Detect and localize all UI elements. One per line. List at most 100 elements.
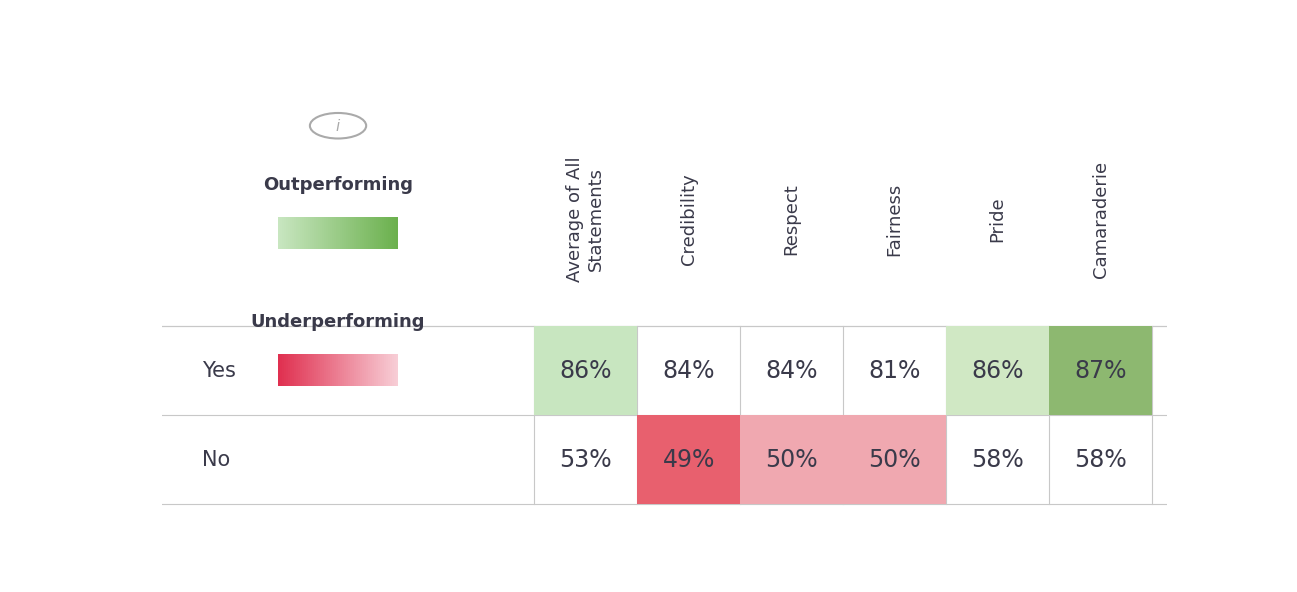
Bar [384,353,387,385]
Text: i: i [336,119,340,134]
Bar [364,217,366,249]
Bar [336,217,339,249]
Bar [354,353,357,385]
Bar [357,217,358,249]
Bar [380,217,383,249]
Bar [320,353,322,385]
Bar [339,217,340,249]
Bar [332,353,335,385]
Bar [326,353,328,385]
Bar [302,353,303,385]
Bar [322,353,324,385]
Text: Respect: Respect [782,184,800,255]
Bar [843,415,947,504]
Bar [284,217,285,249]
Bar [368,217,370,249]
Bar [280,217,281,249]
Text: 86%: 86% [971,359,1023,383]
Bar [392,217,394,249]
Bar [303,353,306,385]
Bar [314,217,316,249]
Bar [294,217,296,249]
Bar [292,353,294,385]
Bar [329,217,332,249]
Bar [361,217,362,249]
Bar [310,353,311,385]
Text: Outperforming: Outperforming [263,176,412,194]
Bar [392,353,394,385]
Text: Yes: Yes [202,361,236,381]
Bar [1049,326,1152,415]
Bar [366,217,368,249]
Bar [281,353,284,385]
Bar [329,353,332,385]
Bar [303,217,306,249]
Bar [376,217,379,249]
Bar [370,217,372,249]
Bar [294,353,296,385]
Bar [285,217,288,249]
Bar [534,326,637,415]
Bar [288,353,289,385]
Bar [390,353,392,385]
Bar [316,217,318,249]
Bar [300,353,302,385]
Bar [296,217,298,249]
Bar [335,217,336,249]
Bar [387,217,388,249]
Bar [379,217,380,249]
Bar [380,353,383,385]
Bar [344,353,346,385]
Bar [342,353,344,385]
Bar [362,217,364,249]
Bar [281,217,284,249]
Bar [342,217,344,249]
Bar [307,353,310,385]
Bar [346,217,348,249]
Bar [388,217,390,249]
Text: 58%: 58% [1074,448,1127,472]
Bar [300,217,302,249]
Bar [311,353,314,385]
Text: 49%: 49% [663,448,715,472]
Bar [284,353,285,385]
Bar [336,353,339,385]
Bar [298,353,300,385]
Text: Fairness: Fairness [886,182,904,256]
Bar [288,217,289,249]
Text: 58%: 58% [971,448,1025,472]
Bar [292,217,294,249]
Bar [375,353,376,385]
Bar [278,217,280,249]
Bar [397,353,398,385]
Bar [354,217,357,249]
Bar [947,326,1049,415]
Text: 53%: 53% [559,448,612,472]
Bar [372,353,375,385]
Text: 87%: 87% [1074,359,1127,383]
Bar [366,353,368,385]
Bar [387,353,388,385]
Bar [372,217,375,249]
Bar [358,353,361,385]
Bar [379,353,380,385]
Bar [306,353,307,385]
Bar [348,217,350,249]
Text: Underperforming: Underperforming [250,313,425,331]
Bar [320,217,322,249]
Bar [394,217,397,249]
Bar [285,353,288,385]
Bar [326,217,328,249]
Bar [376,353,379,385]
Bar [394,353,397,385]
Bar [348,353,350,385]
Bar [324,353,326,385]
Bar [298,217,300,249]
Bar [383,353,384,385]
Bar [364,353,366,385]
Bar [344,217,346,249]
Text: 50%: 50% [868,448,921,472]
Bar [311,217,314,249]
Bar [390,217,392,249]
Bar [388,353,390,385]
